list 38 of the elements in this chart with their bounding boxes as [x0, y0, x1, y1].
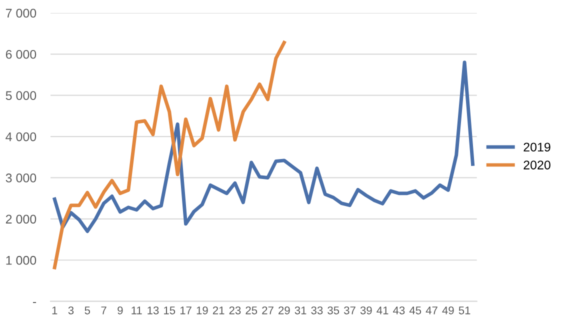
- x-tick-label: 23: [229, 306, 241, 314]
- x-tick-label: 43: [393, 306, 405, 314]
- x-tick-label: 35: [328, 306, 340, 314]
- legend-label: 2020: [524, 160, 550, 170]
- x-tick-label: 33: [311, 306, 323, 314]
- x-tick-label: 41: [376, 306, 388, 314]
- x-tick-label: 37: [344, 306, 356, 314]
- x-tick-label: 17: [180, 306, 192, 314]
- x-tick-label: 15: [164, 306, 176, 314]
- x-tick-label: 27: [262, 306, 274, 314]
- x-tick-label: 21: [212, 306, 224, 314]
- x-tick-label: 39: [360, 306, 372, 314]
- legend-label: 2019: [524, 142, 550, 152]
- line-series: [52, 60, 474, 234]
- x-tick-label: 31: [294, 306, 306, 314]
- y-tick-label: 4 000: [6, 132, 36, 142]
- line-series: [52, 40, 286, 270]
- x-tick-label: 11: [132, 306, 142, 314]
- x-tick-label: 19: [196, 306, 208, 314]
- x-tick-label: 3: [68, 306, 74, 314]
- x-tick-label: 7: [101, 306, 106, 314]
- y-tick-label: 5 000: [6, 91, 36, 100]
- x-tick-label: 5: [84, 306, 90, 314]
- y-tick-label: -: [32, 302, 36, 304]
- x-tick-label: 47: [426, 306, 438, 314]
- y-tick-label: 1 000: [6, 256, 36, 265]
- y-tick-label: 3 000: [6, 174, 36, 182]
- x-tick-label: 25: [246, 306, 258, 314]
- x-tick-label: 49: [442, 306, 454, 314]
- y-tick-label: 2 000: [6, 214, 36, 224]
- y-tick-label: 6 000: [6, 50, 36, 59]
- x-tick-label: 29: [278, 306, 290, 314]
- x-tick-label: 13: [148, 306, 159, 314]
- x-tick-label: 9: [118, 306, 123, 314]
- x-tick-label: 51: [458, 306, 470, 314]
- x-tick-label: 45: [409, 306, 422, 314]
- y-tick-label: 7 000: [6, 8, 36, 18]
- x-tick-label: 1: [52, 306, 58, 314]
